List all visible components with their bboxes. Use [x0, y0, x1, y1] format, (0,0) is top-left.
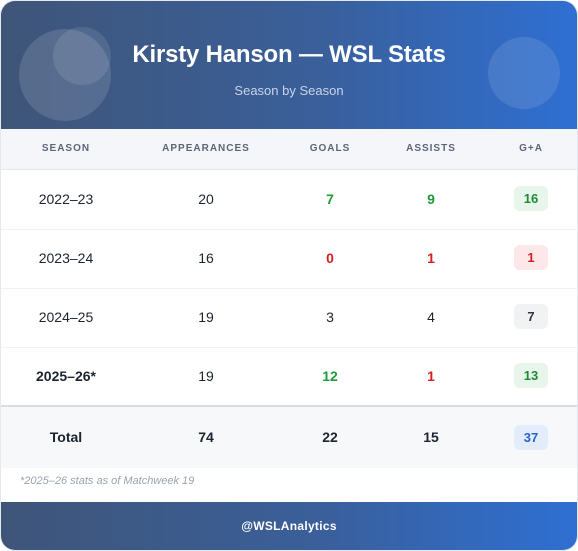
season-cell: 2022–23	[38, 191, 94, 207]
card-header: Kirsty Hanson — WSL Stats Season by Seas…	[1, 1, 577, 129]
total-goals: 22	[322, 429, 338, 445]
assists-cell: 9	[427, 191, 435, 207]
appearances-cell: 19	[198, 309, 214, 325]
ga-badge: 7	[514, 304, 548, 329]
total-row: Total 74 22 15 37	[1, 405, 577, 468]
column-header-appearances: APPEARANCES	[162, 143, 250, 154]
table-header: SEASON APPEARANCES GOALS ASSISTS G+A	[1, 129, 577, 170]
table-row: 2025–26* 19 12 1 13	[1, 347, 577, 406]
decorative-circle	[488, 37, 560, 109]
total-ga-badge: 37	[514, 425, 548, 450]
total-assists: 15	[423, 429, 439, 445]
decorative-circle	[53, 27, 111, 85]
goals-cell: 12	[322, 368, 338, 384]
goals-cell: 0	[326, 250, 334, 266]
page-title: Kirsty Hanson — WSL Stats	[132, 41, 446, 68]
assists-cell: 4	[427, 309, 435, 325]
ga-badge: 1	[514, 245, 548, 270]
page-subtitle: Season by Season	[234, 83, 344, 98]
column-header-season: SEASON	[41, 143, 91, 154]
card-footer: @WSLAnalytics	[1, 502, 577, 550]
decorative-circle	[19, 29, 111, 121]
appearances-cell: 16	[198, 250, 214, 266]
goals-cell: 3	[326, 309, 334, 325]
season-cell: 2025–26*	[36, 368, 96, 384]
table-row: 2024–25 19 3 4 7	[1, 288, 577, 348]
appearances-cell: 20	[198, 191, 214, 207]
goals-cell: 7	[326, 191, 334, 207]
appearances-cell: 19	[198, 368, 214, 384]
season-cell: 2023–24	[38, 250, 94, 266]
column-header-ga: G+A	[519, 143, 543, 154]
footer-handle: @WSLAnalytics	[241, 519, 337, 533]
total-label: Total	[49, 429, 83, 445]
season-cell: 2024–25	[38, 309, 94, 325]
column-header-assists: ASSISTS	[406, 143, 456, 154]
table-row: 2022–23 20 7 9 16	[1, 170, 577, 230]
ga-badge: 13	[514, 363, 548, 388]
ga-badge: 16	[514, 186, 548, 211]
footnote: *2025–26 stats as of Matchweek 19	[20, 475, 195, 487]
total-appearances: 74	[198, 429, 214, 445]
column-header-goals: GOALS	[309, 143, 351, 154]
assists-cell: 1	[427, 368, 435, 384]
assists-cell: 1	[427, 250, 435, 266]
table-row: 2023–24 16 0 1 1	[1, 229, 577, 289]
